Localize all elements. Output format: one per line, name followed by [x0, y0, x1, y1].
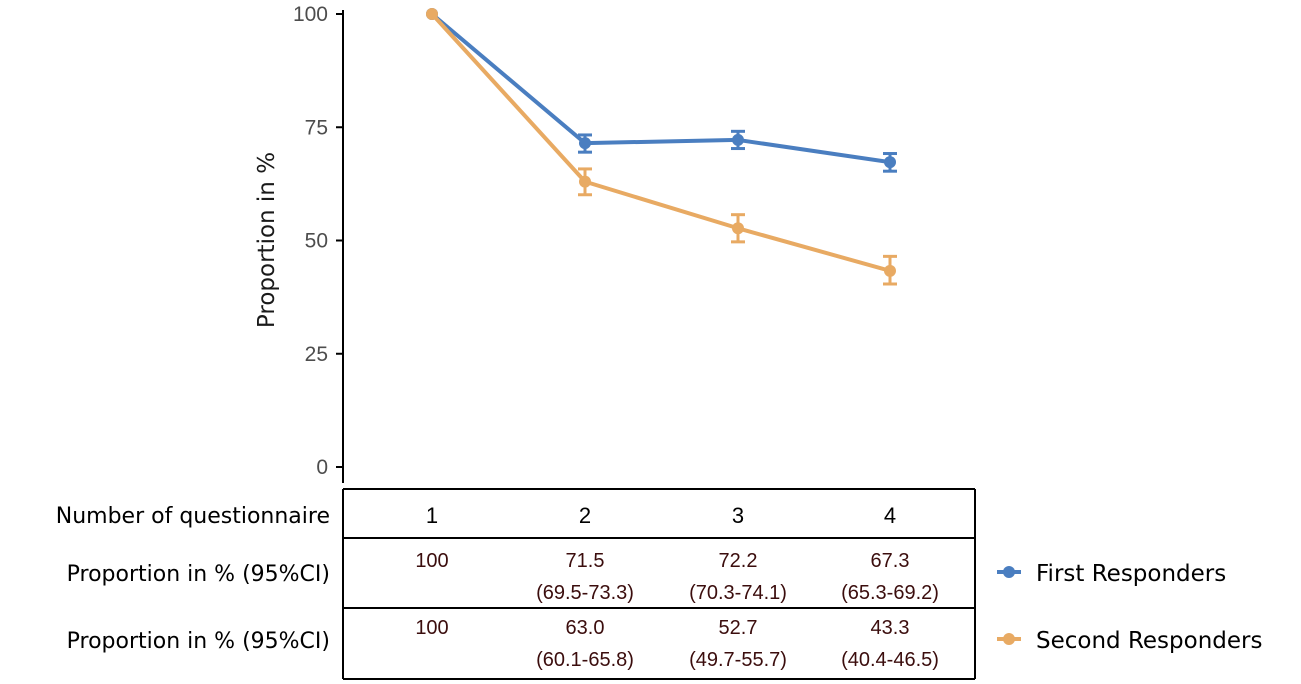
- data-table: Number of questionnaire Proportion in % …: [56, 488, 976, 680]
- second-responders-point: [426, 8, 438, 20]
- y-tick-label: 75: [305, 116, 328, 139]
- table-column-header: 1: [426, 503, 438, 528]
- legend-second-responders-label: Second Responders: [1036, 628, 1262, 654]
- y-tick-label: 0: [316, 456, 328, 479]
- table-row-2-label: Proportion in % (95%CI): [67, 629, 330, 654]
- table-cell-ci: (60.1-65.8): [536, 649, 634, 671]
- table-column-header: 4: [884, 503, 896, 528]
- y-ticks: 0 25 50 75 100: [293, 3, 343, 479]
- y-axis-label: Proportion in %: [254, 152, 280, 328]
- table-row-1-label: Proportion in % (95%CI): [67, 562, 330, 587]
- table-cell-value: 43.3: [871, 617, 910, 639]
- first-responders-point: [884, 156, 896, 169]
- second-responders-point: [884, 264, 896, 277]
- table-cell-value: 100: [415, 617, 448, 639]
- table-cell-ci: (70.3-74.1): [689, 582, 787, 604]
- first-responders-line: [430, 12, 891, 165]
- table-columns: 1 2 3 4 100 71.5 (69.5-73.3) 72.2 (70.3-74.1) 67.…: [415, 503, 939, 671]
- second-responders-line: [430, 12, 891, 273]
- table-cell-value: 100: [415, 550, 448, 572]
- first-responders-point: [579, 137, 591, 150]
- table-cell-ci: (49.7-55.7): [689, 649, 787, 671]
- legend-second-responders: Second Responders: [997, 628, 1262, 654]
- table-cell-ci: (65.3-69.2): [841, 582, 939, 604]
- table-header-label: Number of questionnaire: [56, 504, 330, 529]
- table-cell-ci: (40.4-46.5): [841, 649, 939, 671]
- y-tick-label: 25: [305, 343, 328, 366]
- y-tick-label: 50: [305, 230, 328, 253]
- table-column-header: 3: [732, 503, 744, 528]
- table-cell-value: 63.0: [566, 617, 605, 639]
- table-cell-value: 52.7: [719, 617, 758, 639]
- y-tick-label: 100: [293, 3, 328, 26]
- legend: First Responders Second Responders: [997, 561, 1262, 654]
- series-layer: [426, 8, 897, 286]
- table-cell-value: 72.2: [719, 550, 758, 572]
- table-cell-value: 71.5: [566, 550, 605, 572]
- second-responders-point: [732, 222, 744, 235]
- table-cell-ci: (69.5-73.3): [536, 582, 634, 604]
- second-responders-point: [579, 175, 591, 188]
- legend-first-responders: First Responders: [997, 561, 1226, 587]
- legend-first-responders-label: First Responders: [1036, 561, 1226, 587]
- legend-second-responders-swatch-dot: [1003, 633, 1015, 645]
- first-responders-point: [732, 133, 744, 146]
- table-column-header: 2: [579, 503, 591, 528]
- table-cell-value: 67.3: [871, 550, 910, 572]
- legend-first-responders-swatch-dot: [1003, 566, 1015, 578]
